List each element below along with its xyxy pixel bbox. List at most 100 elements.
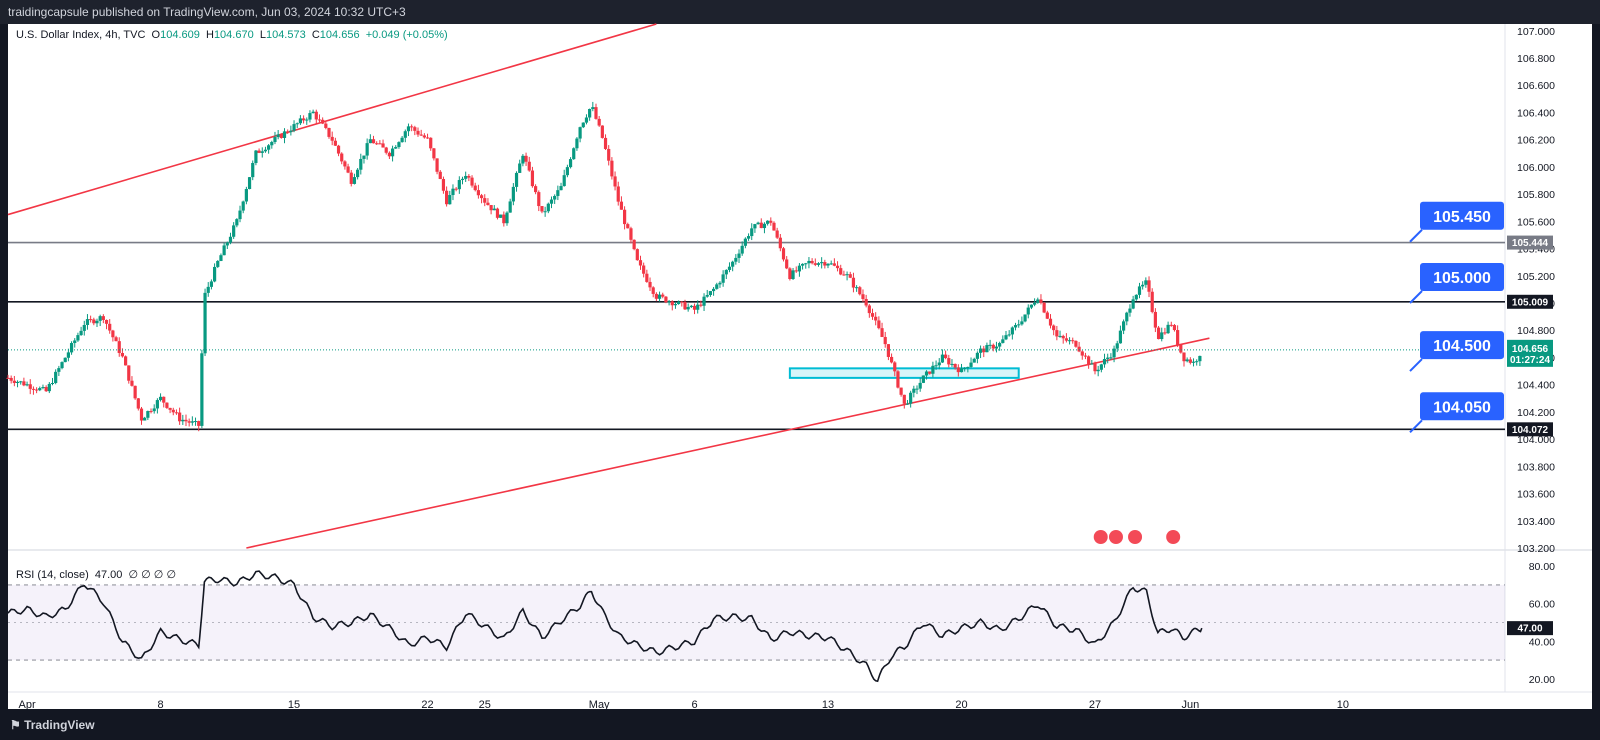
price-tick-label: 107.000 bbox=[1517, 26, 1555, 38]
candle-body bbox=[429, 137, 433, 149]
rsi-legend: RSI (14, close) 47.00 ∅ ∅ ∅ ∅ bbox=[16, 568, 176, 581]
candle-body bbox=[1144, 280, 1148, 285]
chart-area[interactable] bbox=[8, 24, 1592, 709]
candle-body bbox=[1061, 335, 1065, 339]
candle-body bbox=[311, 111, 315, 114]
candle-body bbox=[1106, 357, 1110, 359]
candle-body bbox=[619, 201, 624, 210]
date-tick-label: 25 bbox=[479, 699, 491, 711]
tradingview-logo[interactable]: ⚑ TradingView bbox=[10, 718, 95, 732]
candle-body bbox=[1007, 334, 1011, 336]
candle-body bbox=[387, 152, 392, 157]
candle-body bbox=[858, 287, 862, 295]
candle-body bbox=[155, 400, 159, 409]
candle-body bbox=[826, 263, 830, 266]
candle-body bbox=[953, 363, 957, 368]
candle-body bbox=[1074, 340, 1078, 347]
candle-body bbox=[937, 362, 941, 366]
candle-body bbox=[1163, 332, 1167, 334]
candle-body bbox=[969, 362, 973, 367]
candle-body bbox=[591, 107, 595, 109]
trendline bbox=[246, 337, 1210, 549]
candle-body bbox=[57, 368, 61, 372]
candle-body bbox=[781, 248, 786, 260]
candle-body bbox=[486, 202, 490, 206]
candle-body bbox=[63, 357, 67, 363]
footer: ⚑ TradingView bbox=[0, 710, 1600, 740]
price-tag bbox=[1507, 235, 1553, 250]
date-tick-label: 20 bbox=[955, 699, 967, 711]
candle-body bbox=[41, 387, 45, 389]
candle-body bbox=[127, 365, 131, 381]
candle-body bbox=[940, 354, 945, 363]
candle-body bbox=[400, 137, 404, 143]
date-tick-label: 13 bbox=[822, 699, 834, 711]
candle-body bbox=[1093, 363, 1097, 372]
candle-body bbox=[731, 261, 735, 267]
rsi-value: 47.00 bbox=[94, 569, 123, 581]
candle-body bbox=[352, 177, 357, 184]
candle-body bbox=[69, 343, 74, 353]
rsi-tick-label: 60.00 bbox=[1529, 599, 1555, 611]
candle-body bbox=[880, 328, 884, 337]
price-callout-label: 105.450 bbox=[1433, 209, 1491, 226]
candle-body bbox=[651, 287, 655, 294]
candle-body bbox=[85, 319, 90, 325]
candle-body bbox=[502, 214, 506, 224]
price-tag-label: 104.072 bbox=[1512, 425, 1549, 436]
candle-body bbox=[568, 159, 573, 168]
candle-body bbox=[565, 167, 569, 176]
candle-body bbox=[928, 371, 932, 374]
candle-body bbox=[998, 342, 1002, 347]
candle-body bbox=[966, 366, 970, 368]
price-tick-label: 106.600 bbox=[1517, 80, 1555, 92]
us-flag-event-icon bbox=[1128, 530, 1143, 544]
candle-body bbox=[870, 313, 875, 317]
candle-body bbox=[251, 162, 255, 178]
candle-body bbox=[715, 284, 719, 289]
candle-body bbox=[562, 175, 566, 187]
date-tick-label: Apr bbox=[19, 699, 36, 711]
rsi-label: RSI (14, close) bbox=[16, 569, 89, 581]
candle-body bbox=[1109, 357, 1113, 359]
change-value: +0.049 (+0.05%) bbox=[365, 29, 448, 41]
candle-body bbox=[1055, 330, 1059, 337]
candle-body bbox=[616, 186, 620, 202]
price-tick-label: 104.800 bbox=[1517, 325, 1555, 337]
candle-body bbox=[89, 319, 93, 321]
candle-body bbox=[244, 189, 248, 202]
candle-body bbox=[584, 117, 589, 123]
candle-body bbox=[1195, 361, 1199, 363]
candle-body bbox=[333, 140, 337, 146]
candle-body bbox=[673, 303, 678, 306]
candle-body bbox=[851, 277, 856, 288]
candle-body bbox=[549, 199, 554, 204]
candle-body bbox=[638, 260, 643, 266]
candle-body bbox=[689, 305, 693, 308]
rsi-tick-label: 20.00 bbox=[1529, 674, 1555, 686]
candle-body bbox=[762, 223, 767, 229]
candle-body bbox=[978, 348, 983, 353]
candle-body bbox=[375, 143, 379, 145]
candle-body bbox=[915, 388, 919, 390]
candle-body bbox=[581, 122, 585, 128]
rsi-line bbox=[7, 570, 1203, 683]
candle-body bbox=[178, 412, 182, 422]
candle-body bbox=[31, 388, 36, 390]
candle-body bbox=[874, 316, 878, 321]
candle-body bbox=[187, 421, 191, 423]
candle-body bbox=[661, 294, 665, 297]
rsi-value-tag bbox=[1507, 621, 1553, 636]
candle-body bbox=[365, 143, 369, 156]
date-tick-label: 8 bbox=[157, 699, 163, 711]
candle-body bbox=[289, 130, 293, 133]
candle-body bbox=[934, 365, 938, 367]
candle-body bbox=[35, 389, 39, 391]
candle-body bbox=[1156, 327, 1161, 340]
candle-body bbox=[489, 205, 493, 211]
candle-body bbox=[340, 153, 344, 162]
current-price-label: 104.656 bbox=[1512, 344, 1549, 355]
date-tick-label: 22 bbox=[421, 699, 433, 711]
logo-text: TradingView bbox=[24, 718, 95, 732]
